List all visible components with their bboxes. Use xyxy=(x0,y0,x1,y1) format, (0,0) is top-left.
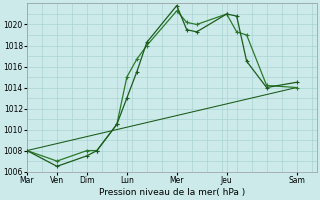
X-axis label: Pression niveau de la mer( hPa ): Pression niveau de la mer( hPa ) xyxy=(99,188,245,197)
